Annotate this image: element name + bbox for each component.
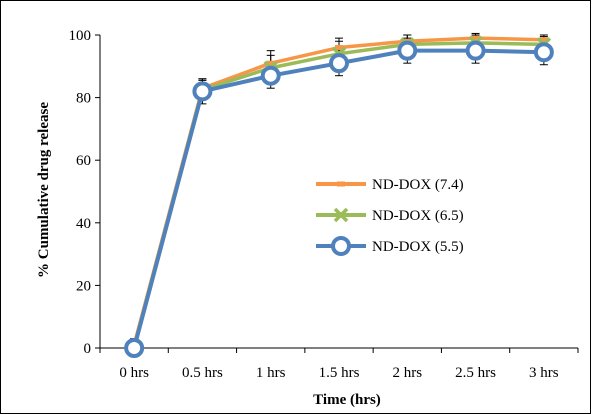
x-tick-label: 2.5 hrs [455,365,496,381]
series-markers [124,35,554,358]
x-tick-label: 2 hrs [392,365,422,381]
y-tick-label: 20 [76,278,91,294]
y-tick-label: 0 [84,341,92,357]
x-tick-label: 1 hrs [256,365,286,381]
y-tick-label: 60 [76,153,91,169]
x-tick-label: 3 hrs [529,365,559,381]
x-axis-title: Time (hrs) [313,392,381,408]
data-point-nd-dox-5-5 [124,338,145,358]
x-tick-labels: 0 hrs 0.5 hrs 1 hrs 1.5 hrs 2 hrs 2.5 hrs 3 hr… [119,365,558,381]
y-tick-label: 80 [76,91,91,107]
legend-label-nd-dox-7-4: ND-DOX (7.4) [372,177,464,193]
legend-label-nd-dox-6-5: ND-DOX (6.5) [372,208,464,224]
legend-label-nd-dox-5-5: ND-DOX (5.5) [372,239,464,255]
legend-marker-nd-dox-6-5 [333,207,349,223]
legend-marker-nd-dox-7-4 [337,181,345,187]
data-point-nd-dox-7-4 [471,35,480,41]
x-tick-label: 1.5 hrs [319,365,360,381]
y-axis-title: % Cumulative drug release [36,102,52,278]
axes [95,34,579,353]
data-point-nd-dox-5-5 [533,42,554,63]
y-tick-labels: 0 20 40 60 80 100 [69,28,92,357]
x-tick-label: 0.5 hrs [182,365,223,381]
data-point-nd-dox-7-4 [266,60,275,66]
x-tick-label: 0 hrs [119,365,149,381]
y-tick-label: 40 [76,216,91,232]
data-point-nd-dox-5-5 [397,40,418,61]
data-point-nd-dox-5-5 [465,40,486,61]
legend-marker-nd-dox-5-5 [331,236,351,256]
x-marker-stroke [333,207,349,223]
data-point-nd-dox-5-5 [260,65,281,86]
data-point-nd-dox-5-5 [192,81,213,102]
y-tick-label: 100 [69,28,92,44]
data-point-nd-dox-7-4 [539,37,548,43]
legend: ND-DOX (7.4) ND-DOX (6.5) ND-DOX (5.5) [316,177,464,256]
data-point-nd-dox-7-4 [335,45,343,51]
data-point-nd-dox-5-5 [329,53,349,74]
